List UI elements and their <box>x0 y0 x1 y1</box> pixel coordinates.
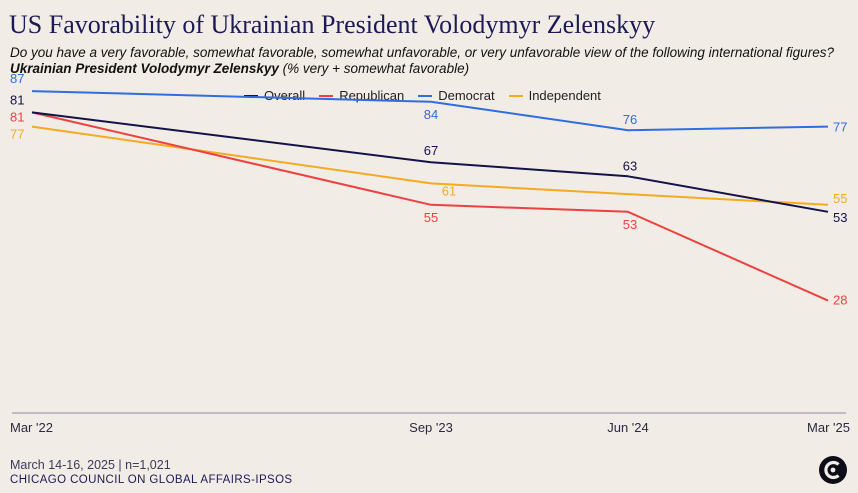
survey-date: March 14-16, 2025 | n=1,021 <box>10 458 171 472</box>
x-tick-label: Mar '22 <box>10 420 53 435</box>
chicago-council-logo-icon <box>819 456 847 484</box>
series-line-overall <box>31 111 829 213</box>
chart-legend: Overall Republican Democrat Independent <box>244 88 601 103</box>
series-line-independent <box>31 125 829 206</box>
data-label-republican: 53 <box>623 217 637 232</box>
legend-item-democrat: Democrat <box>418 88 495 103</box>
x-tick-label: Jun '24 <box>607 420 649 435</box>
x-tick-label: Sep '23 <box>409 420 453 435</box>
data-label-democrat: 77 <box>833 120 847 135</box>
subtitle-figure: Ukrainian President Volodymyr Zelenskyy <box>10 61 279 76</box>
data-label-republican: 28 <box>833 293 847 308</box>
subtitle-question: Do you have a very favorable, somewhat f… <box>10 45 834 60</box>
chart-title: US Favorability of Ukrainian President V… <box>9 10 656 39</box>
data-label-overall: 63 <box>623 158 637 173</box>
x-tick-label: Mar '25 <box>807 420 850 435</box>
data-label-democrat: 76 <box>623 112 637 127</box>
source-credit: CHICAGO COUNCIL ON GLOBAL AFFAIRS-IPSOS <box>10 474 293 486</box>
data-label-overall: 81 <box>10 92 24 107</box>
legend-label: Independent <box>528 88 601 103</box>
data-label-democrat: 87 <box>10 71 24 86</box>
legend-item-independent: Independent <box>508 88 601 103</box>
subtitle-note: (% very + somewhat favorable) <box>282 61 470 76</box>
series-line-democrat <box>31 90 829 132</box>
legend-item-overall: Overall <box>244 88 305 103</box>
data-label-democrat: 84 <box>424 107 438 122</box>
legend-swatch <box>319 94 334 97</box>
data-label-independent: 55 <box>833 191 847 206</box>
data-label-republican: 81 <box>10 109 24 124</box>
chart-subtitle: Do you have a very favorable, somewhat f… <box>10 45 850 77</box>
legend-swatch <box>508 94 523 97</box>
data-label-overall: 53 <box>833 210 847 225</box>
legend-swatch <box>418 94 433 97</box>
legend-label: Overall <box>264 88 306 103</box>
legend-label: Democrat <box>438 88 495 103</box>
data-label-republican: 55 <box>424 210 438 225</box>
legend-swatch <box>244 94 258 97</box>
data-label-independent: 61 <box>442 183 456 198</box>
data-label-overall: 67 <box>424 143 438 158</box>
data-label-independent: 77 <box>10 127 24 142</box>
series-line-republican <box>31 111 829 302</box>
